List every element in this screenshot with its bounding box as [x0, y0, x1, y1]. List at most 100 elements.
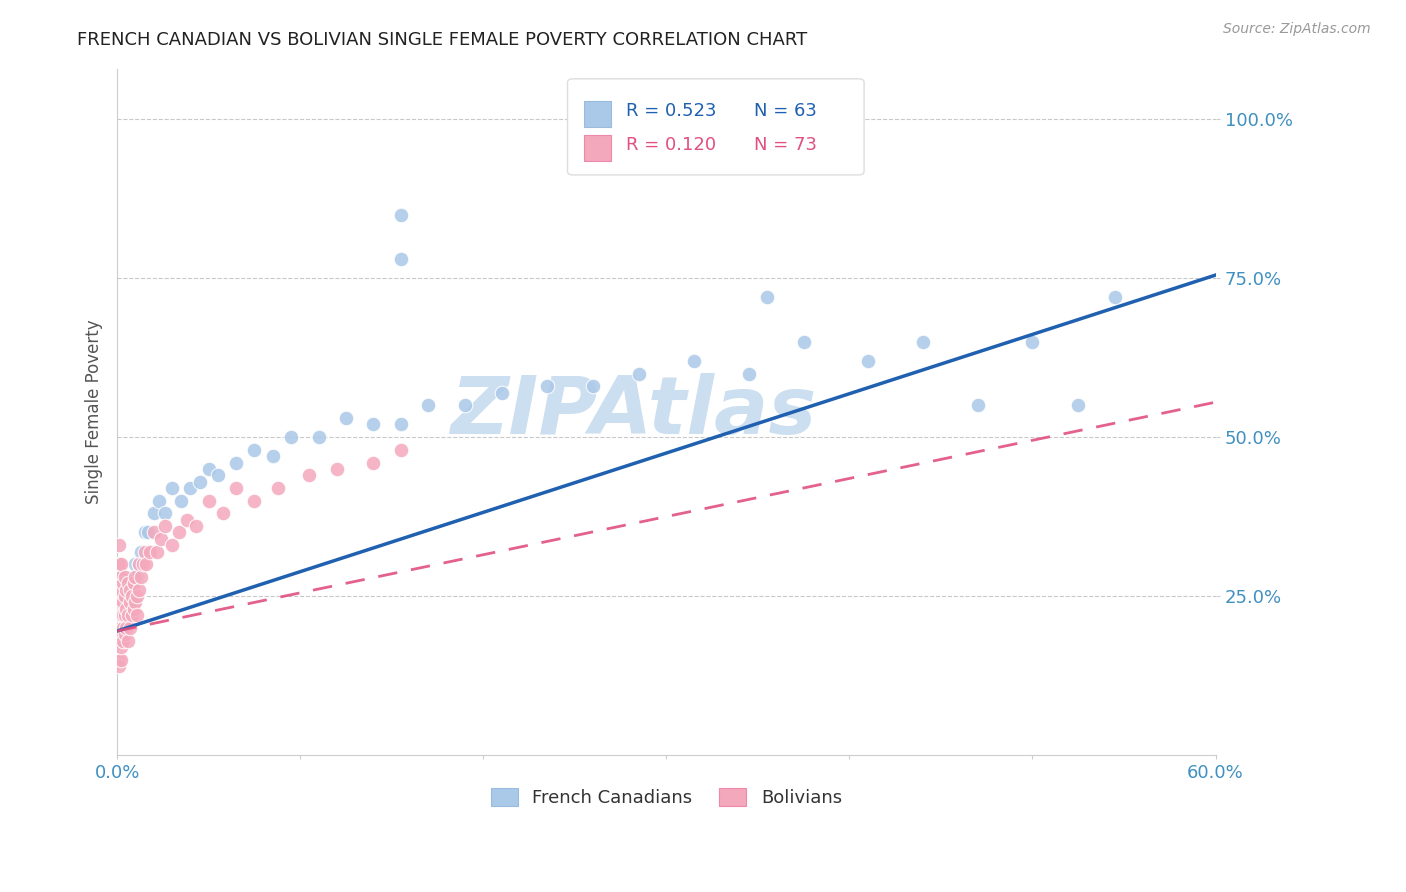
Point — [108, 589, 131, 603]
Y-axis label: Single Female Poverty: Single Female Poverty — [86, 319, 103, 504]
Point — [911, 334, 934, 349]
Point — [389, 442, 412, 457]
Point — [110, 652, 132, 666]
Point — [363, 417, 385, 432]
Point — [536, 379, 558, 393]
Point — [326, 462, 349, 476]
Point — [129, 544, 152, 558]
Point — [134, 525, 156, 540]
Point — [160, 481, 183, 495]
Point — [225, 481, 247, 495]
Point — [582, 379, 605, 393]
Point — [118, 582, 141, 597]
Point — [115, 621, 138, 635]
Point — [389, 417, 412, 432]
Point — [108, 608, 131, 623]
Point — [129, 570, 152, 584]
Point — [160, 538, 183, 552]
Point — [114, 608, 136, 623]
Point — [121, 608, 143, 623]
Point — [170, 493, 193, 508]
Point — [124, 558, 146, 572]
Point — [117, 633, 139, 648]
Point — [108, 595, 131, 609]
Point — [108, 608, 131, 623]
Point — [1104, 290, 1126, 304]
Text: N = 73: N = 73 — [754, 136, 817, 154]
Point — [118, 582, 141, 597]
Point — [117, 608, 139, 623]
Point — [197, 462, 219, 476]
Point — [128, 558, 150, 572]
Point — [212, 507, 235, 521]
Point — [1021, 334, 1043, 349]
Point — [121, 589, 143, 603]
Point — [110, 621, 132, 635]
Point — [108, 608, 131, 623]
Point — [108, 576, 131, 591]
Point — [280, 430, 302, 444]
Point — [146, 544, 169, 558]
Point — [111, 608, 134, 623]
Text: R = 0.120: R = 0.120 — [626, 136, 716, 154]
Point — [108, 538, 131, 552]
Point — [118, 595, 141, 609]
Point — [1067, 398, 1090, 412]
Point — [243, 442, 266, 457]
Point — [262, 449, 284, 463]
Point — [225, 456, 247, 470]
Point — [108, 589, 131, 603]
Point — [121, 570, 143, 584]
Point — [117, 576, 139, 591]
Point — [184, 519, 207, 533]
FancyBboxPatch shape — [568, 78, 865, 175]
Point — [108, 621, 131, 635]
Point — [142, 507, 165, 521]
Point — [124, 576, 146, 591]
Point — [335, 411, 357, 425]
Point — [148, 493, 170, 508]
Point — [389, 208, 412, 222]
Point — [793, 334, 815, 349]
Point — [111, 601, 134, 615]
Point — [127, 570, 149, 584]
Point — [114, 589, 136, 603]
Point — [389, 252, 412, 267]
Point — [117, 601, 139, 615]
Point — [132, 558, 155, 572]
Point — [114, 627, 136, 641]
Point — [169, 525, 191, 540]
Point — [118, 595, 141, 609]
Point — [121, 589, 143, 603]
Point — [243, 493, 266, 508]
Point — [111, 582, 134, 597]
Point — [108, 570, 131, 584]
Point — [108, 633, 131, 648]
Text: Source: ZipAtlas.com: Source: ZipAtlas.com — [1223, 22, 1371, 37]
Point — [267, 481, 290, 495]
Point — [207, 468, 229, 483]
Text: FRENCH CANADIAN VS BOLIVIAN SINGLE FEMALE POVERTY CORRELATION CHART: FRENCH CANADIAN VS BOLIVIAN SINGLE FEMAL… — [77, 31, 807, 49]
Point — [153, 507, 176, 521]
Point — [115, 582, 138, 597]
Point — [108, 621, 131, 635]
Point — [110, 627, 132, 641]
Point — [188, 475, 211, 489]
Point — [856, 354, 879, 368]
Point — [966, 398, 988, 412]
Point — [756, 290, 779, 304]
Point — [127, 608, 149, 623]
Point — [115, 601, 138, 615]
Point — [127, 589, 149, 603]
Point — [110, 608, 132, 623]
Point — [111, 595, 134, 609]
Legend: French Canadians, Bolivians: French Canadians, Bolivians — [484, 780, 849, 814]
Point — [682, 354, 704, 368]
Point — [298, 468, 321, 483]
Point — [111, 615, 134, 629]
Text: R = 0.523: R = 0.523 — [626, 102, 716, 120]
Point — [110, 576, 132, 591]
Point — [136, 525, 159, 540]
Point — [111, 576, 134, 591]
Point — [122, 601, 145, 615]
